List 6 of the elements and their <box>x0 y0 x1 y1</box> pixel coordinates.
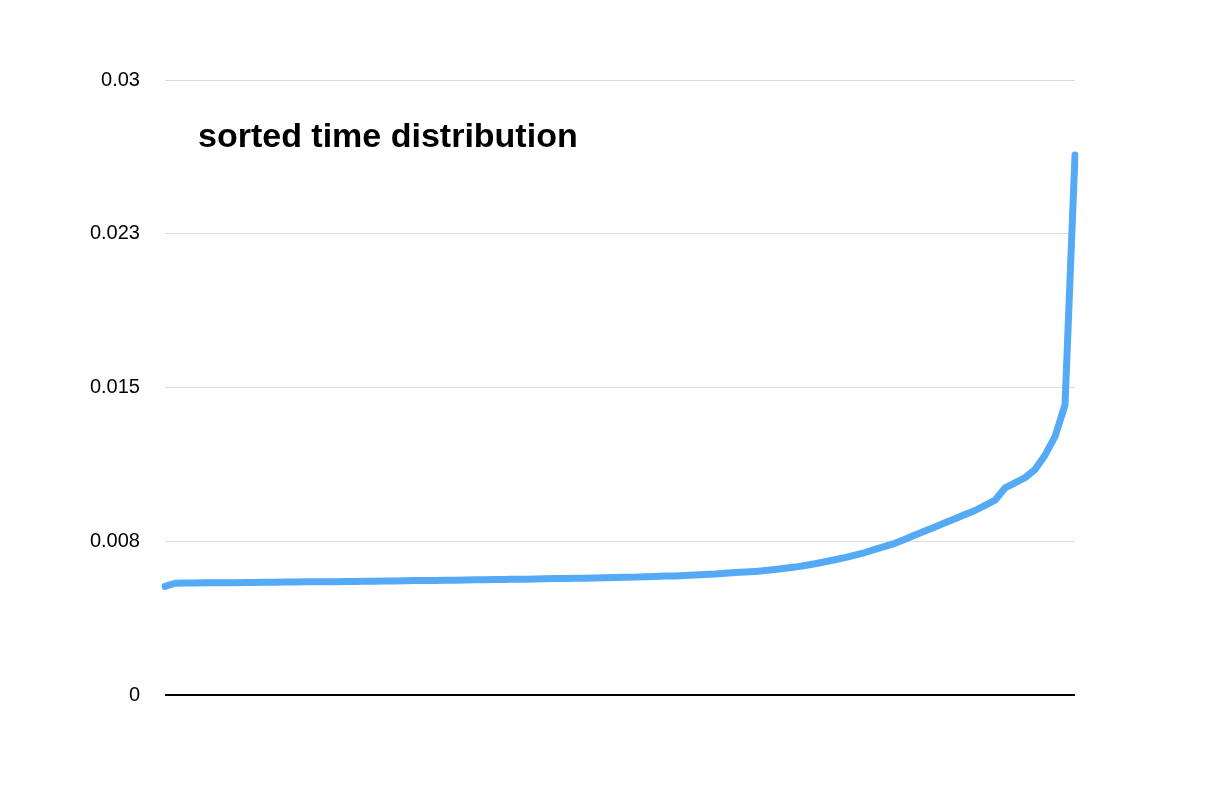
y-tick-label: 0.023 <box>89 221 140 244</box>
y-tick-label: 0.03 <box>101 67 140 90</box>
y-tick-label: 0.008 <box>89 528 140 551</box>
y-tick-label: 0.015 <box>89 375 140 398</box>
text: sorted time distribution <box>198 116 578 154</box>
y-tick-label: 0 <box>128 682 140 705</box>
